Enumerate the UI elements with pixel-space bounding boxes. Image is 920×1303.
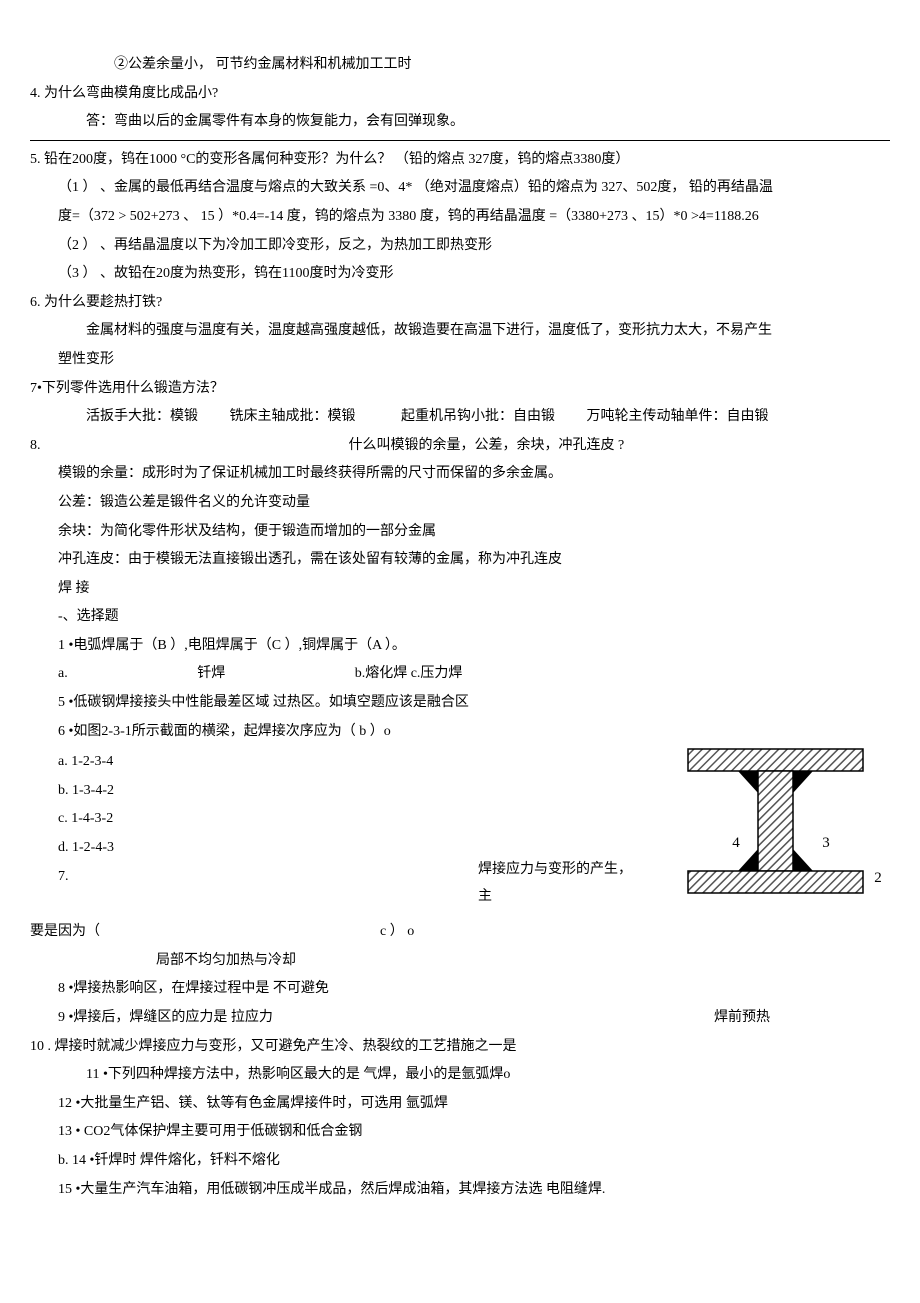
welding-q14: b. 14 •钎焊时 焊件熔化，钎料不熔化 <box>30 1148 890 1175</box>
welding-q7-line2: 要是因为（ c ） o <box>30 919 890 946</box>
welding-q5: 5 •低碳钢焊接接头中性能最差区域 过热区。如填空题应该是融合区 <box>30 690 890 717</box>
welding-q7-row: 7. <box>58 864 478 891</box>
welding-q11: 11 •下列四种焊接方法中，热影响区最大的是 气焊，最小的是氩弧焊o <box>30 1062 890 1089</box>
diagram-label-2: 2 <box>874 870 882 886</box>
diagram-label-3: 3 <box>822 835 830 851</box>
welding-q6-block: a. 1-2-3-4 b. 1-3-4-2 c. 1-4-3-2 d. 1-2-… <box>30 747 890 917</box>
paragraph-tolerance: ②公差余量小， 可节约金属材料和机械加工工时 <box>30 52 890 79</box>
welding-q9-right: 焊前预热 <box>714 1005 890 1032</box>
q8-header: 8. 什么叫模锻的余量，公差，余块，冲孔连皮 ? <box>30 433 890 460</box>
q8-line4: 冲孔连皮：由于模锻无法直接锻出透孔，需在该处留有较薄的金属，称为冲孔连皮 <box>30 547 890 574</box>
q7-item-c: 起重机吊钩小批：自由锻 <box>401 409 555 424</box>
beam-diagram: 4 3 2 <box>678 747 898 917</box>
q8-title: 什么叫模锻的余量，公差，余块，冲孔连皮 ? <box>349 433 625 460</box>
q4-answer: 答：弯曲以后的金属零件有本身的恢复能力，会有回弹现象。 <box>30 109 890 136</box>
welding-q7-ans: 局部不均匀加热与冷却 <box>100 948 890 975</box>
welding-sub: -、选择题 <box>30 604 890 631</box>
welding-q10: 10 . 焊接时就减少焊接应力与变形，又可避免产生冷、热裂纹的工艺措施之一是 <box>30 1034 890 1061</box>
welding-q7-text3: c ） o <box>380 919 414 946</box>
welding-q9-row: 9 •焊接后，焊缝区的应力是 拉应力 焊前预热 <box>30 1005 890 1032</box>
welding-q1: 1 •电弧焊属于（B ）,电阻焊属于（C ）,铜焊属于（A ）。 <box>30 633 890 660</box>
welding-opt-a: a. 1-2-3-4 <box>58 749 478 776</box>
q8-num: 8. <box>30 433 41 460</box>
welding-q15: 15 •大量生产汽车油箱，用低碳钢冲压成半成品，然后焊成油箱，其焊接方法选 电阻… <box>30 1177 890 1204</box>
q7-title: 7•下列零件选用什么锻造方法？ <box>30 376 890 403</box>
welding-q1-opts: a. 钎焊 b.熔化焊 c.压力焊 <box>30 661 890 688</box>
welding-q7-text1: 焊接应力与变形的产生，主 <box>478 857 638 910</box>
q7-item-b: 铣床主轴成批：模锻 <box>230 409 356 424</box>
q6-line2: 塑性变形 <box>30 347 890 374</box>
q7-item-a: 活扳手大批：模锻 <box>86 409 198 424</box>
q5-line2: （2 ） 、再结晶温度以下为冷加工即冷变形，反之，为热加工即热变形 <box>30 233 890 260</box>
divider <box>30 140 890 141</box>
q8-line2: 公差：锻造公差是锻件名义的允许变动量 <box>30 490 890 517</box>
welding-q1-a: a. <box>58 666 68 681</box>
q8-line1: 模锻的余量：成形时为了保证机械加工时最终获得所需的尺寸而保留的多余金属。 <box>30 461 890 488</box>
q5-title: 5. 铅在200度，钨在1000 °C的变形各属何种变形？为什么？ （铅的熔点 … <box>30 147 890 174</box>
welding-q7-num: 7. <box>58 864 69 891</box>
welding-q9: 9 •焊接后，焊缝区的应力是 拉应力 <box>58 1005 273 1032</box>
welding-q8: 8 •焊接热影响区，在焊接过程中是 不可避免 <box>30 976 890 1003</box>
welding-q12: 12 •大批量生产铝、镁、钛等有色金属焊接件时，可选用 氩弧焊 <box>30 1091 890 1118</box>
welding-opt-d: d. 1-2-4-3 <box>58 835 478 862</box>
welding-q1-opt1: 钎焊 <box>197 666 225 681</box>
q5-line1a: （1 ） 、金属的最低再结合温度与熔点的大致关系 =0、4* （绝对温度熔点）铅… <box>30 175 890 202</box>
welding-opt-c: c. 1-4-3-2 <box>58 806 478 833</box>
diagram-label-4: 4 <box>732 835 740 851</box>
welding-q1-opt2: b.熔化焊 c.压力焊 <box>355 666 463 681</box>
welding-heading: 焊 接 <box>30 576 890 603</box>
welding-q7-text2: 要是因为（ <box>30 919 100 946</box>
q5-line1b: 度=（372 > 502+273 、 15 ）*0.4=-14 度，钨的熔点为 … <box>30 204 890 231</box>
q6-title: 6. 为什么要趁热打铁? <box>30 290 890 317</box>
welding-q6: 6 •如图2-3-1所示截面的横梁，起焊接次序应为（ b ）o <box>30 719 890 746</box>
q7-item-d: 万吨轮主传动轴单件：自由锻 <box>587 409 769 424</box>
q7-items: 活扳手大批：模锻 铣床主轴成批：模锻 起重机吊钩小批：自由锻 万吨轮主传动轴单件… <box>30 404 890 431</box>
q5-line3: （3 ） 、故铅在20度为热变形，钨在1100度时为冷变形 <box>30 261 890 288</box>
q8-line3: 余块：为简化零件形状及结构，便于锻造而增加的一部分金属 <box>30 519 890 546</box>
welding-opt-b: b. 1-3-4-2 <box>58 778 478 805</box>
welding-q13: 13 • CO2气体保护焊主要可用于低碳钢和低合金钢 <box>30 1119 890 1146</box>
q4-title: 4. 为什么弯曲模角度比成品小? <box>30 81 890 108</box>
q6-line1: 金属材料的强度与温度有关，温度越高强度越低，故锻造要在高温下进行，温度低了，变形… <box>30 318 890 345</box>
